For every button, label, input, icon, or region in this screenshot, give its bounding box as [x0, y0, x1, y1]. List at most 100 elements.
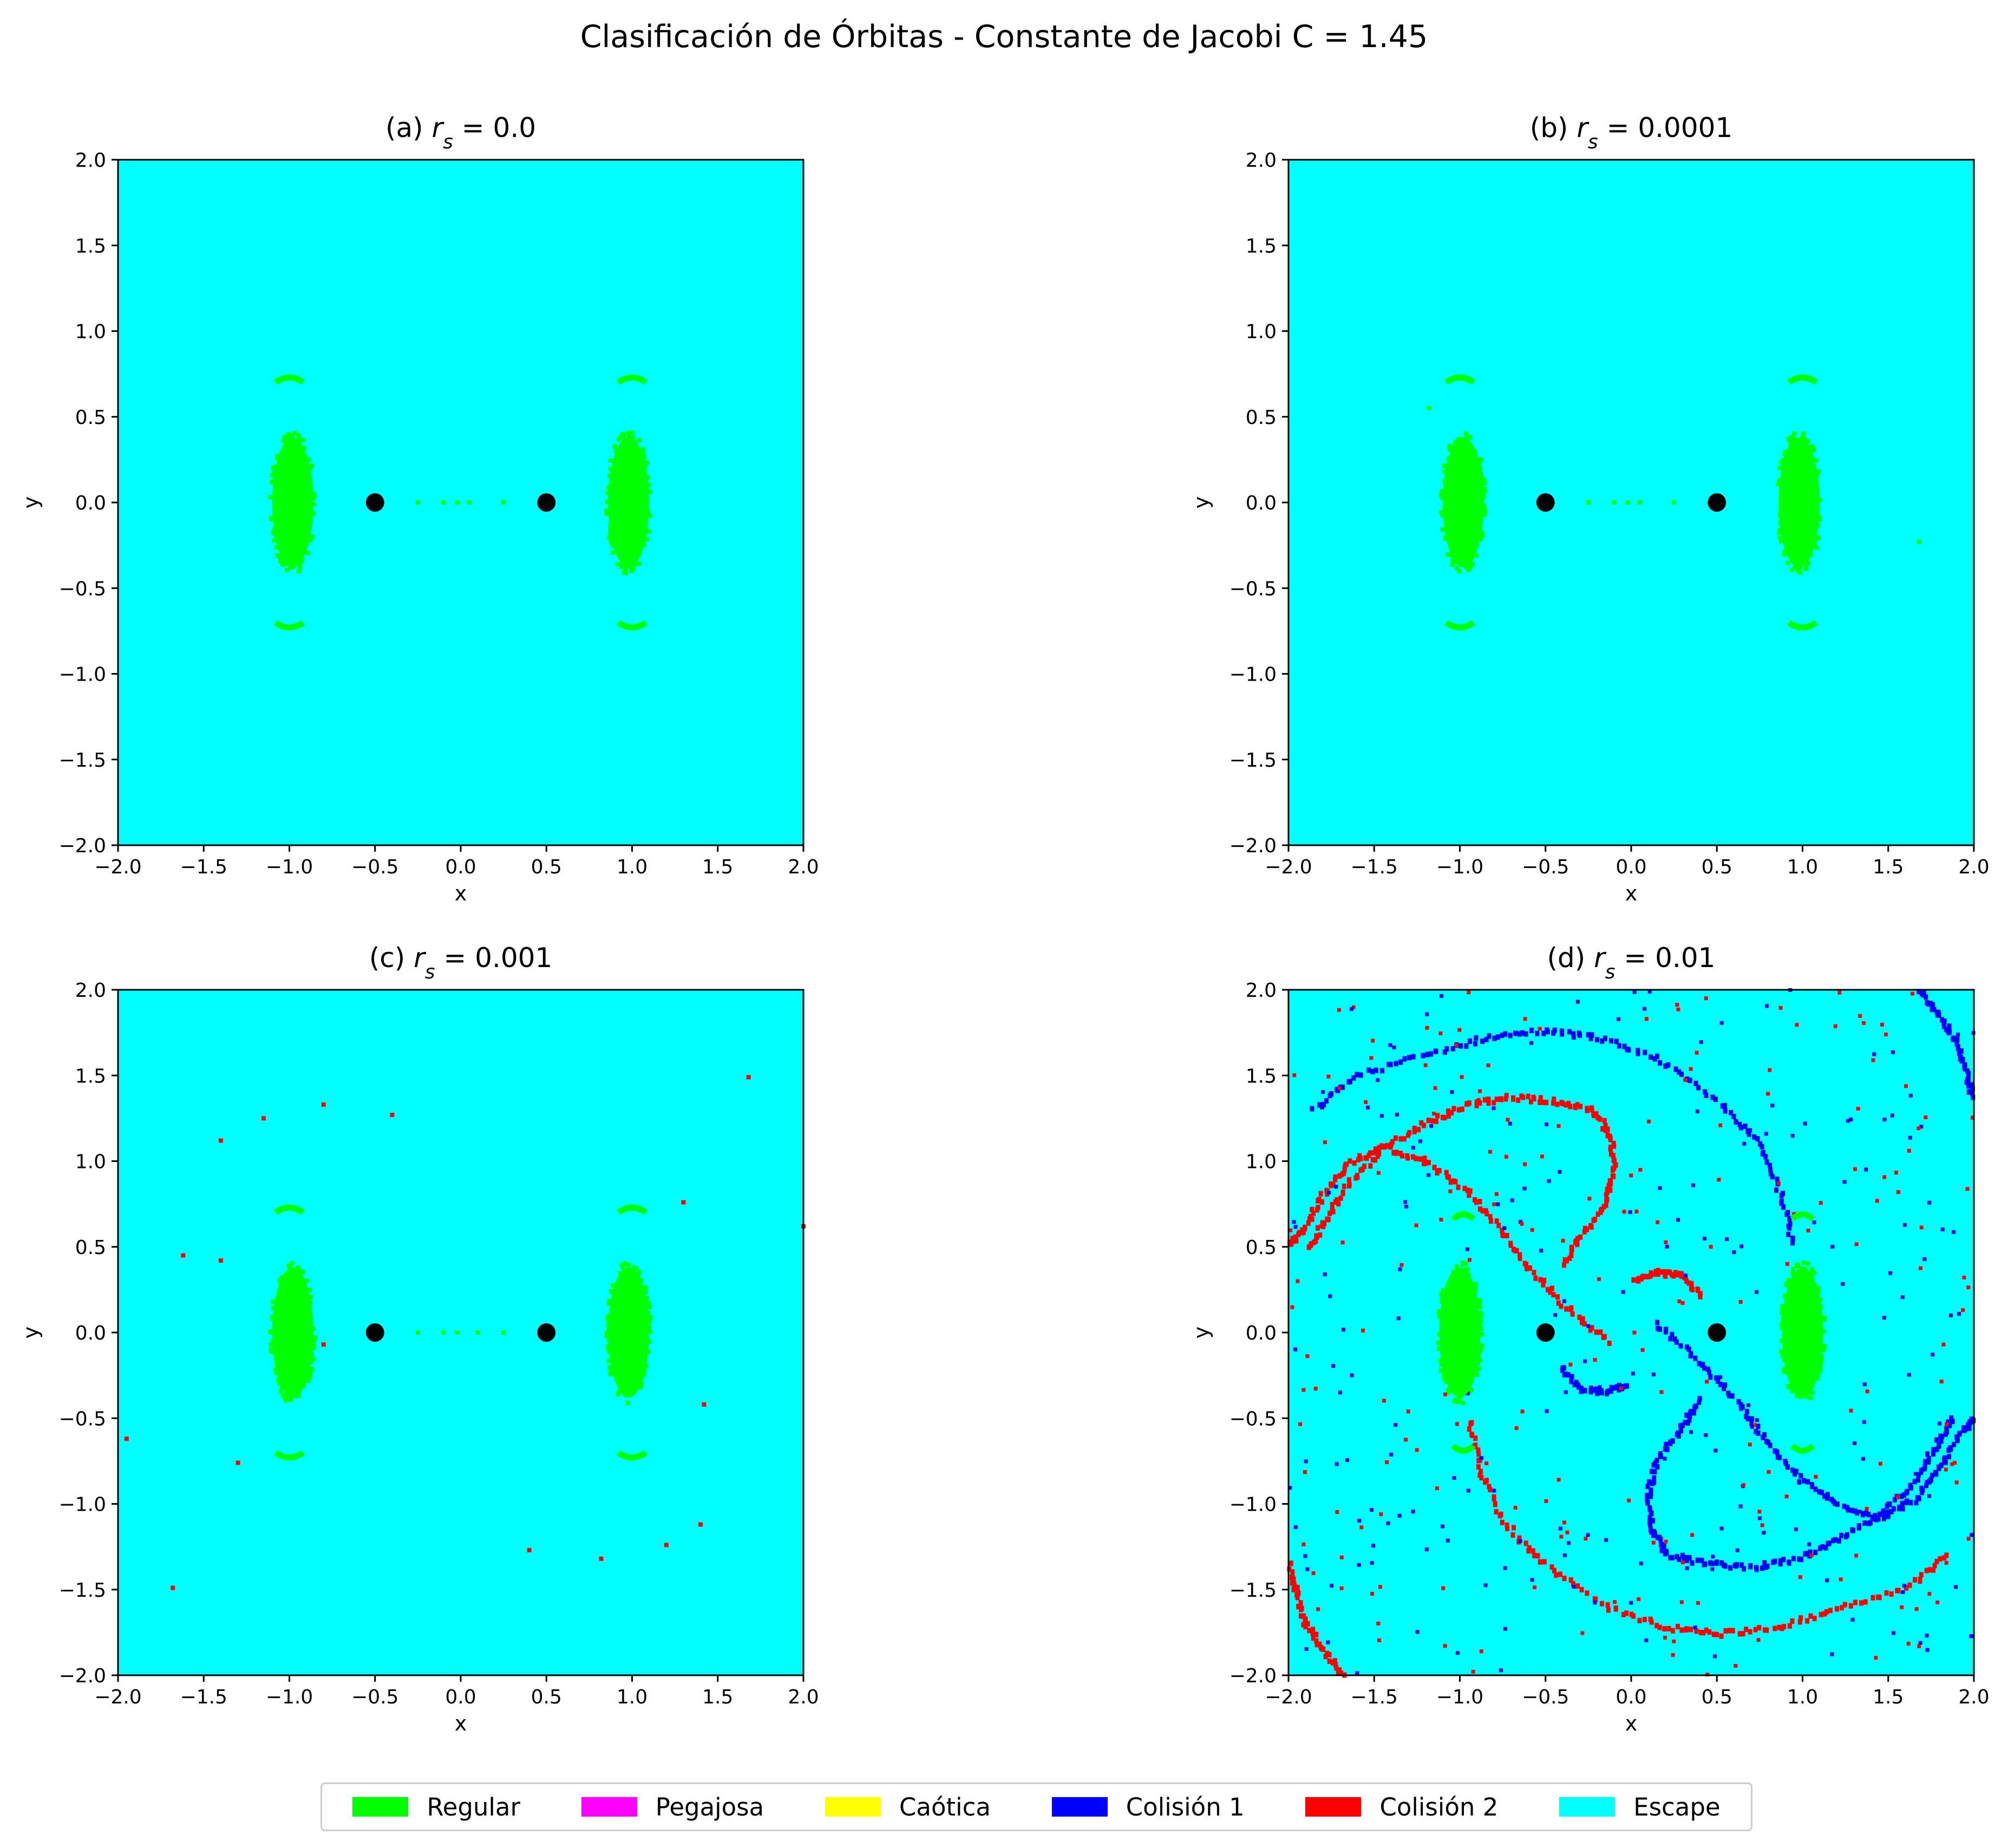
- spiral-cell: [1643, 1049, 1647, 1055]
- scatter-cell: [1837, 990, 1842, 995]
- scatter-cell: [1896, 1190, 1900, 1194]
- spiral-cell: [1473, 1197, 1477, 1203]
- spiral-cell: [1651, 1518, 1656, 1524]
- regular-fringe-cell: [310, 463, 315, 468]
- spiral-cell: [1588, 1223, 1593, 1229]
- scatter-cell: [1396, 1316, 1401, 1321]
- spiral-cell: [1316, 1225, 1320, 1231]
- spiral-cell: [1760, 1151, 1765, 1157]
- regular-fringe-cell: [1822, 1315, 1827, 1320]
- spiral-cell: [1492, 1100, 1496, 1106]
- spiral-cell: [1622, 1043, 1627, 1049]
- spiral-cell: [1588, 1385, 1593, 1391]
- spiral-cell: [1422, 1122, 1427, 1128]
- spiral-cell: [1430, 1118, 1435, 1124]
- spiral-cell: [1594, 1329, 1599, 1335]
- spiral-cell: [1552, 1568, 1556, 1573]
- regular-fringe-cell: [310, 534, 315, 539]
- spiral-cell: [1662, 1626, 1667, 1632]
- regular-fringe-cell: [1440, 495, 1445, 500]
- regular-fringe-cell: [1777, 466, 1782, 471]
- spiral-cell: [1525, 1265, 1529, 1271]
- spiral-cell: [1734, 1119, 1738, 1125]
- spiral-cell: [1529, 1028, 1534, 1034]
- regular-fringe-cell: [308, 1295, 313, 1300]
- spiral-cell: [1352, 1160, 1357, 1166]
- regular-fringe-cell: [1783, 1370, 1788, 1375]
- spiral-cell: [1932, 1007, 1937, 1013]
- y-tick-label: 1.5: [75, 235, 106, 257]
- spiral-cell: [1651, 1532, 1656, 1538]
- spiral-cell: [1817, 1545, 1822, 1551]
- spiral-cell: [1353, 1175, 1358, 1181]
- spiral-cell: [1648, 1616, 1653, 1622]
- rs-value: = 0.001: [435, 942, 552, 974]
- spiral-cell: [1338, 1195, 1343, 1201]
- scatter-cell: [1424, 1547, 1429, 1552]
- spiral-cell: [1931, 1447, 1936, 1453]
- scatter-cell: [1506, 1118, 1510, 1122]
- regular-island: [608, 437, 650, 568]
- regular-fringe-cell: [1467, 563, 1471, 568]
- spiral-cell: [1518, 1252, 1522, 1258]
- spiral-cell: [1793, 1471, 1797, 1477]
- regular-fringe-cell: [1482, 507, 1487, 512]
- spiral-cell: [1659, 1269, 1664, 1275]
- scatter-cell: [1902, 1584, 1906, 1588]
- spiral-cell: [1917, 989, 1921, 995]
- spiral-cell: [1489, 1218, 1494, 1224]
- spiral-cell: [1355, 1072, 1359, 1078]
- spiral-cell: [1621, 1611, 1626, 1617]
- scatter-cell: [1476, 1098, 1481, 1102]
- scatter-cell: [1460, 1075, 1464, 1079]
- scatter-cell: [1323, 1272, 1327, 1277]
- y-tick-label: 0.0: [75, 1322, 106, 1344]
- regular-fringe-cell: [1815, 1376, 1820, 1381]
- scatter-cell: [1593, 1357, 1597, 1362]
- scatter-cell: [1394, 1422, 1398, 1427]
- legend-item-colision-1: Colisión 1: [1051, 1793, 1245, 1821]
- regular-fringe-cell: [296, 1268, 301, 1272]
- regular-arc: [273, 1204, 305, 1215]
- spiral-cell: [1522, 1261, 1527, 1266]
- spiral-cell: [1389, 1141, 1394, 1147]
- scatter-cell: [1622, 1210, 1626, 1214]
- regular-fringe-cell: [1806, 439, 1810, 443]
- regular-fringe-cell: [605, 499, 610, 504]
- spiral-cell: [1919, 1485, 1924, 1491]
- y-tick-label: 0.5: [1246, 407, 1277, 429]
- spiral-cell: [1432, 1165, 1437, 1171]
- scatter-cell: [1441, 1524, 1445, 1529]
- spiral-cell: [1564, 1306, 1569, 1312]
- spiral-cell: [1306, 1220, 1311, 1226]
- spiral-cell: [1747, 1131, 1751, 1137]
- spiral-cell: [1798, 1473, 1803, 1479]
- scatter-cell: [1790, 1134, 1795, 1138]
- spiral-cell: [1582, 1229, 1587, 1235]
- spiral-cell: [1689, 1627, 1693, 1632]
- spiral-cell: [1476, 1464, 1481, 1470]
- scatter-cell: [441, 500, 446, 505]
- spiral-cell: [1723, 1628, 1728, 1634]
- spiral-cell: [1598, 1389, 1603, 1395]
- spiral-cell: [1937, 1464, 1941, 1470]
- spiral-cell: [1944, 1429, 1949, 1435]
- regular-fringe-cell: [619, 565, 624, 570]
- scatter-cell: [1862, 1420, 1866, 1424]
- primary-body-1: [365, 493, 384, 512]
- spiral-cell: [1314, 1233, 1319, 1239]
- primary-body-1: [365, 1323, 384, 1342]
- scatter-cell: [1742, 1141, 1747, 1146]
- spiral-cell: [1448, 1179, 1453, 1185]
- spiral-cell: [1451, 1178, 1456, 1184]
- spiral-cell: [1764, 1159, 1769, 1165]
- regular-fringe-cell: [311, 502, 316, 507]
- scatter-cell: [1812, 1220, 1816, 1224]
- spiral-cell: [1929, 1477, 1934, 1483]
- spiral-cell: [1393, 1135, 1398, 1141]
- spiral-cell: [1646, 1479, 1651, 1485]
- spiral-cell: [1428, 1051, 1433, 1057]
- spiral-cell: [1301, 1622, 1306, 1628]
- spiral-cell: [1919, 1467, 1924, 1473]
- scatter-cell: [1522, 1186, 1527, 1191]
